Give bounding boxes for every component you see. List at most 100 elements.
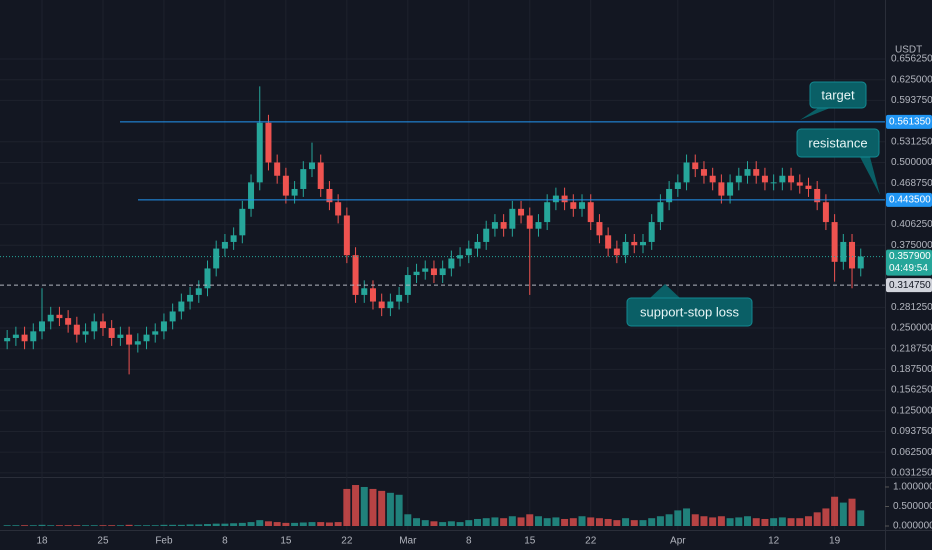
volume-bar bbox=[439, 522, 447, 526]
candle-body bbox=[822, 202, 829, 223]
y-tick-label: 0.500000 bbox=[891, 157, 932, 168]
y-tick-label: 0.218750 bbox=[891, 343, 932, 354]
x-tick-label: 15 bbox=[524, 536, 536, 547]
volume-bar bbox=[282, 522, 290, 526]
candle-body bbox=[117, 334, 124, 338]
candle-body bbox=[21, 334, 28, 342]
volume-bar bbox=[369, 488, 377, 526]
level-label: 0.314750 bbox=[889, 280, 931, 291]
candle-body bbox=[99, 321, 106, 329]
volume-bar bbox=[500, 518, 508, 526]
candle-body bbox=[413, 271, 420, 276]
volume-bar bbox=[552, 517, 560, 526]
y-tick-label: 0.468750 bbox=[891, 178, 932, 189]
volume-bar bbox=[291, 522, 299, 526]
currency-label: USDT bbox=[895, 45, 922, 56]
candle-body bbox=[221, 241, 228, 249]
volume-bar bbox=[238, 522, 246, 526]
y-tick-label: 0.625000 bbox=[891, 74, 932, 85]
candle-body bbox=[770, 182, 777, 184]
volume-bar bbox=[534, 516, 542, 526]
candle-body bbox=[369, 288, 376, 302]
volume-bar bbox=[456, 522, 464, 526]
candle-body bbox=[387, 301, 394, 309]
y-tick-label: 0.187500 bbox=[891, 364, 932, 375]
volume-bar bbox=[317, 522, 325, 526]
candle-body bbox=[160, 321, 167, 332]
volume-bar bbox=[787, 518, 795, 526]
candle-body bbox=[378, 301, 385, 309]
candle-body bbox=[448, 258, 455, 269]
volume-bar bbox=[761, 518, 769, 526]
volume-bar bbox=[413, 518, 421, 526]
x-tick-label: 18 bbox=[36, 536, 48, 547]
volume-bar bbox=[726, 518, 734, 526]
volume-bar bbox=[578, 516, 586, 526]
x-tick-label: Apr bbox=[670, 536, 686, 547]
volume-bar bbox=[613, 520, 621, 526]
volume-bar bbox=[648, 518, 656, 526]
y-tick-label: 0.093750 bbox=[891, 426, 932, 437]
candle-body bbox=[134, 341, 141, 345]
volume-bar bbox=[47, 525, 55, 526]
volume-bar bbox=[561, 518, 569, 526]
candle-body bbox=[561, 195, 568, 203]
candle-body bbox=[309, 162, 316, 170]
level-label: 0.561350 bbox=[889, 117, 931, 128]
candle-body bbox=[108, 328, 115, 338]
candle-body bbox=[282, 175, 289, 196]
candle-body bbox=[831, 222, 838, 262]
volume-bar bbox=[744, 516, 752, 526]
candle-body bbox=[56, 314, 63, 319]
volume-bar bbox=[447, 521, 455, 526]
volume-bar bbox=[73, 525, 81, 526]
candle-body bbox=[169, 311, 176, 322]
volume-tick-label: 0.000000 bbox=[893, 521, 932, 532]
candle-body bbox=[544, 202, 551, 223]
x-tick-label: 22 bbox=[341, 536, 353, 547]
volume-bar bbox=[804, 516, 812, 526]
volume-bar bbox=[203, 524, 211, 526]
volume-bar bbox=[378, 490, 386, 526]
volume-bar bbox=[108, 525, 116, 526]
candle-body bbox=[39, 321, 45, 332]
countdown-label: 04:49:54 bbox=[889, 263, 928, 274]
x-tick-label: 12 bbox=[768, 536, 780, 547]
x-tick-label: 8 bbox=[466, 536, 472, 547]
candle-body bbox=[65, 318, 72, 325]
y-tick-label: 0.031250 bbox=[891, 468, 932, 479]
candle-body bbox=[256, 122, 263, 183]
y-tick-label: 0.156250 bbox=[891, 385, 932, 396]
candle-body bbox=[552, 195, 559, 203]
volume-bar bbox=[717, 516, 725, 526]
volume-bar bbox=[186, 524, 194, 526]
candle-body bbox=[274, 162, 281, 176]
volume-bar bbox=[639, 520, 647, 526]
x-tick-label: 19 bbox=[829, 536, 841, 547]
volume-bar bbox=[247, 522, 255, 526]
candle-body bbox=[352, 255, 359, 295]
volume-bar bbox=[134, 525, 142, 526]
candle-body bbox=[152, 331, 159, 335]
candle-body bbox=[300, 169, 307, 189]
y-tick-label: 0.250000 bbox=[891, 323, 932, 334]
candle-body bbox=[143, 334, 150, 342]
candle-body bbox=[430, 268, 437, 276]
volume-bar bbox=[3, 525, 11, 526]
volume-bar bbox=[595, 518, 603, 526]
volume-bar bbox=[343, 488, 351, 526]
level-label-box bbox=[886, 278, 932, 293]
volume-bar bbox=[848, 498, 856, 526]
candle-body bbox=[587, 202, 594, 223]
volume-bar bbox=[90, 525, 98, 526]
volume-bar bbox=[99, 525, 107, 526]
candle-body bbox=[483, 228, 490, 242]
annotation: resistance bbox=[808, 135, 867, 150]
candle-body bbox=[639, 241, 646, 246]
annotation: support-stop loss bbox=[640, 304, 739, 319]
candle-body bbox=[265, 122, 272, 163]
volume-bar bbox=[334, 522, 342, 526]
candle-body bbox=[491, 222, 498, 229]
volume-bar bbox=[709, 517, 717, 526]
